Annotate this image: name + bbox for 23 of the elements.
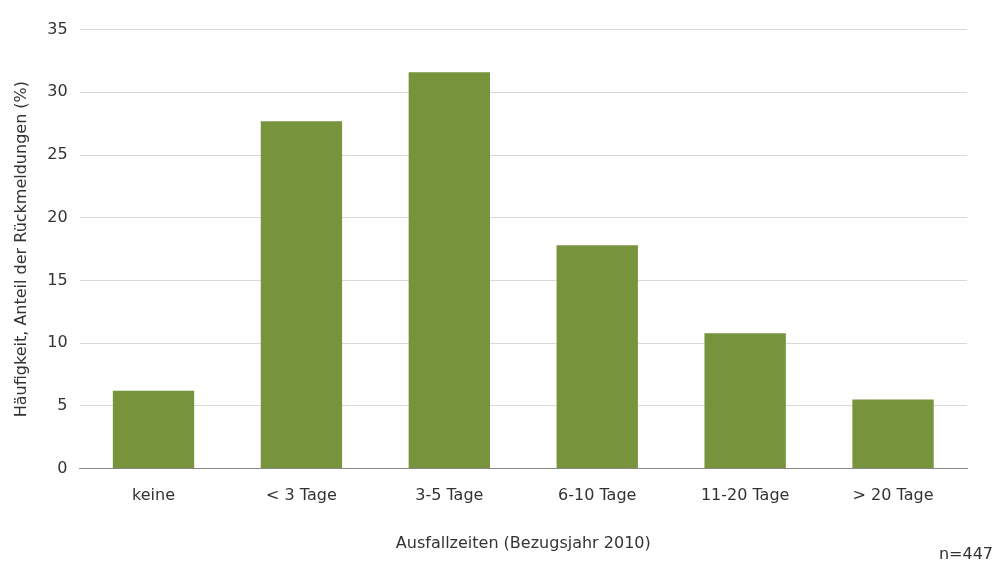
- y-tick-label: 10: [47, 332, 68, 352]
- x-tick-label: 11-20 Tage: [700, 485, 790, 505]
- y-tick-label: 20: [47, 206, 68, 226]
- y-tick-label: 15: [47, 269, 68, 289]
- text: n=447: [938, 544, 993, 564]
- y-tick-label: 0: [57, 457, 68, 477]
- y-tick-label: 30: [47, 81, 68, 101]
- x-tick-label: 3-5 Tage: [415, 485, 484, 505]
- x-tick-label: 6-10 Tage: [558, 485, 637, 505]
- y-axis-title: Häufigkeit, Anteil der Rückmeldungen (%): [10, 80, 30, 418]
- bar: [112, 390, 195, 469]
- bar: [704, 333, 786, 469]
- x-tick-label: keine: [132, 485, 175, 505]
- y-tick-label: 5: [57, 395, 68, 415]
- bar: [260, 121, 343, 469]
- x-tick-label: < 3 Tage: [266, 485, 337, 505]
- y-tick-label: 35: [47, 18, 68, 38]
- y-tick-label: 25: [47, 144, 68, 164]
- x-tick-label: > 20 Tage: [852, 485, 934, 505]
- bar: [852, 399, 934, 469]
- x-axis-title: Ausfallzeiten (Bezugsjahr 2010): [395, 532, 651, 552]
- bar: [408, 72, 490, 469]
- bar: [556, 245, 638, 469]
